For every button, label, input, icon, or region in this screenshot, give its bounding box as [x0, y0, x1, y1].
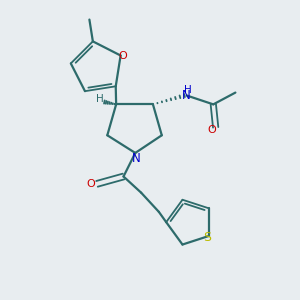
Text: S: S: [203, 231, 211, 244]
Text: N: N: [182, 89, 190, 102]
Text: O: O: [118, 50, 127, 61]
Text: N: N: [131, 152, 140, 165]
Text: H: H: [184, 85, 191, 94]
Text: O: O: [208, 125, 217, 135]
Text: H: H: [96, 94, 104, 104]
Text: O: O: [86, 179, 95, 189]
